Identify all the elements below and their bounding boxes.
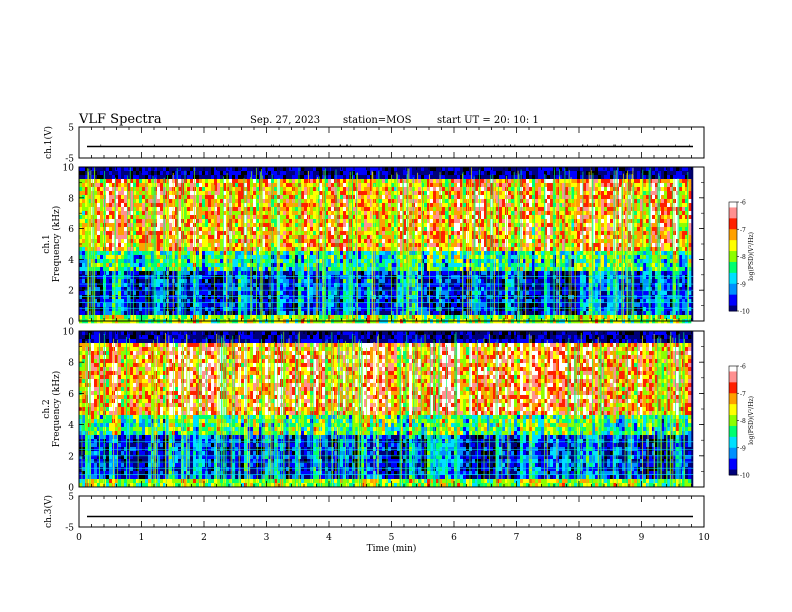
ytick-label-ch1-spectrogram: 6 [68, 225, 74, 235]
colorbar-tick-ch1-spectrogram: -8 [740, 254, 746, 261]
xtick-label: 4 [326, 533, 332, 543]
ytick-label-ch1-waveform: 5 [68, 124, 74, 134]
xtick-label: 2 [201, 533, 207, 543]
ytick-label-ch2-spectrogram: 0 [68, 484, 74, 494]
chart-title: VLF Spectra [79, 112, 162, 127]
ytick-label-ch2-spectrogram: 8 [68, 359, 74, 369]
xtick-label: 3 [264, 533, 270, 543]
colorbar-tick-ch2-spectrogram: -9 [740, 445, 746, 452]
ytick-label-ch1-spectrogram: 10 [63, 164, 75, 174]
xtick-label: 6 [451, 533, 457, 543]
xtick-label: 7 [514, 533, 520, 543]
ylabel-ch3-waveform: ch.3(V) [43, 495, 54, 528]
colorbar-tick-ch1-spectrogram: -7 [740, 227, 746, 234]
colorbar-tick-ch1-spectrogram: -10 [740, 309, 750, 316]
ytick-label-ch2-spectrogram: 4 [68, 421, 74, 431]
ytick-label-ch3-waveform: -5 [65, 524, 74, 534]
colorbar-tick-ch1-spectrogram: -6 [740, 200, 746, 207]
ytick-label-ch1-spectrogram: 8 [68, 194, 74, 204]
ylabel-frequency-ch1-spectrogram: Frequency (kHz) [51, 206, 62, 283]
colorbar-ch2-spectrogram [728, 365, 739, 476]
ytick-label-ch1-waveform: -5 [65, 155, 74, 165]
ytick-label-ch1-spectrogram: 2 [68, 287, 74, 297]
ylabel-channel-ch1-spectrogram: ch.1 [42, 234, 52, 253]
ytick-label-ch2-spectrogram: 6 [68, 390, 74, 400]
colorbar-label-ch2-spectrogram: log(PSD)(V²/Hz) [748, 396, 755, 445]
xtick-label: 9 [639, 533, 645, 543]
spectrogram-ch2 [79, 331, 704, 488]
ylabel-frequency-ch2-spectrogram: Frequency (kHz) [51, 371, 62, 448]
ytick-label-ch3-waveform: 5 [68, 493, 74, 503]
xtick-label: 1 [139, 533, 145, 543]
ylabel-channel-ch2-spectrogram: ch.2 [42, 399, 52, 418]
xtick-label: 10 [698, 533, 710, 543]
colorbar-ch1-spectrogram [728, 201, 739, 312]
spectrogram-ch1 [79, 167, 704, 324]
xtick-label: 5 [389, 533, 395, 543]
colorbar-tick-ch2-spectrogram: -7 [740, 391, 746, 398]
colorbar-tick-ch2-spectrogram: -6 [740, 364, 746, 371]
colorbar-tick-ch2-spectrogram: -8 [740, 418, 746, 425]
colorbar-tick-ch1-spectrogram: -9 [740, 281, 746, 288]
colorbar-tick-ch2-spectrogram: -10 [740, 473, 750, 480]
station-label: station=MOS [343, 115, 412, 126]
ytick-label-ch2-spectrogram: 10 [63, 328, 75, 338]
colorbar-label-ch1-spectrogram: log(PSD)(V²/Hz) [748, 232, 755, 281]
ytick-label-ch2-spectrogram: 2 [68, 452, 74, 462]
ytick-label-ch1-spectrogram: 0 [68, 318, 74, 328]
xtick-label: 0 [76, 533, 82, 543]
ytick-label-ch1-spectrogram: 4 [68, 256, 74, 266]
date-label: Sep. 27, 2023 [250, 115, 321, 126]
xaxis-label: Time (min) [367, 543, 417, 554]
start-time-label: start UT = 20: 10: 1 [437, 115, 539, 126]
ylabel-ch1-waveform: ch.1(V) [43, 126, 54, 159]
xtick-label: 8 [576, 533, 582, 543]
